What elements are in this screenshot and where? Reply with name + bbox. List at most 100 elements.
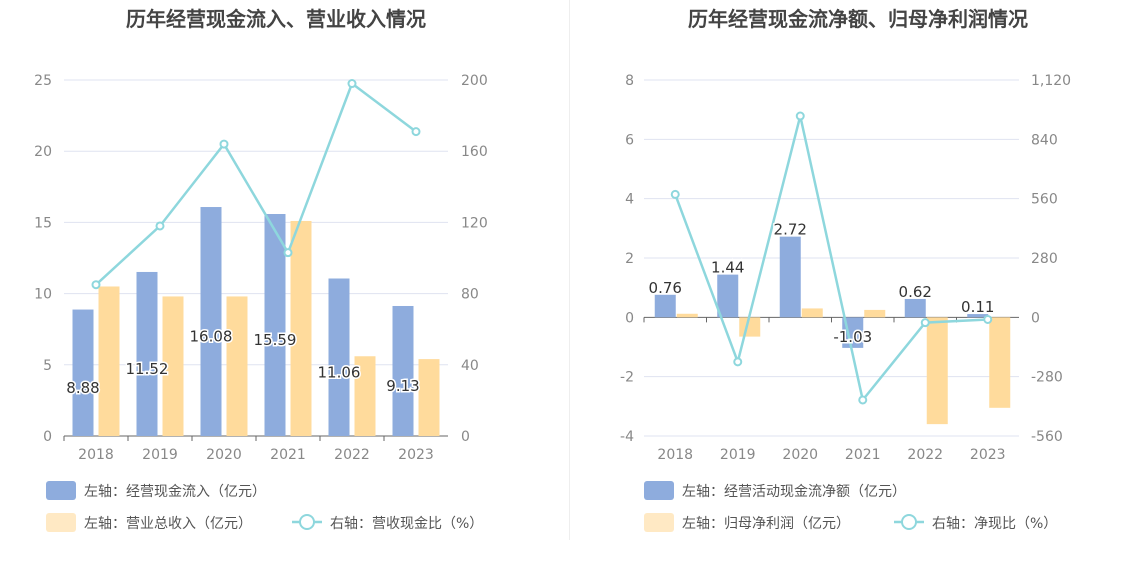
bar-value-label: 9.13 — [386, 377, 419, 395]
left-axis-tick-label: 20 — [34, 144, 52, 160]
bar-value-label: 0.62 — [899, 283, 932, 301]
right-axis-tick-label: 1,120 — [1031, 73, 1071, 89]
net-profit-bar — [926, 317, 948, 425]
right-axis-tick-label: 80 — [461, 287, 479, 303]
inflow-bar — [136, 271, 158, 436]
right-axis-tick-label: 200 — [461, 73, 488, 89]
x-axis-tick-label: 2021 — [270, 447, 306, 463]
revenue-bar — [418, 359, 440, 436]
right-axis-tick-label: 120 — [461, 215, 488, 231]
ratio-point — [219, 139, 229, 149]
x-axis-tick-label: 2020 — [206, 447, 242, 463]
revenue-bar — [354, 356, 376, 436]
x-axis-tick-label: 2018 — [78, 447, 114, 463]
chart-title: 历年经营现金流净额、归母净利润情况 — [688, 7, 1028, 31]
bar-value-label: 8.88 — [66, 379, 99, 397]
ratio-point — [983, 314, 993, 324]
bar-value-label: 0.11 — [961, 298, 994, 316]
legend-swatch-blue — [644, 481, 674, 500]
bar-value-label: 15.59 — [254, 331, 297, 349]
left-axis-tick-label: 2 — [625, 251, 634, 267]
net-profit-bar — [676, 313, 698, 318]
bar-value-label: 16.08 — [190, 328, 233, 346]
left-axis-tick-label: 8 — [625, 73, 634, 89]
revenue-bar — [290, 220, 312, 436]
x-axis-tick-label: 2023 — [398, 447, 434, 463]
legend-label: 左轴：经营现金流入（亿元） — [84, 484, 266, 500]
net-profit-bar — [801, 308, 823, 318]
ratio-point — [347, 79, 357, 89]
inflow-bar — [392, 305, 414, 436]
net-cashflow-bar — [717, 274, 739, 318]
left-axis-tick-label: 5 — [43, 358, 52, 374]
left-axis-tick-label: 6 — [625, 132, 634, 148]
bar-value-label: 1.44 — [711, 259, 744, 277]
ratio-line — [95, 81, 417, 286]
net-cashflow-bar — [904, 298, 926, 318]
revenue-bar — [226, 296, 248, 436]
revenue-bar — [98, 286, 120, 436]
bar-value-label: 11.52 — [126, 360, 169, 378]
x-axis-tick-label: 2019 — [720, 447, 756, 463]
left-axis-tick-label: 15 — [34, 215, 52, 231]
ratio-point — [670, 189, 680, 199]
x-axis-tick-label: 2023 — [970, 447, 1006, 463]
panel-divider — [569, 0, 570, 540]
right-axis-tick-label: 840 — [1031, 132, 1058, 148]
ratio-point — [411, 127, 421, 137]
net-profit-bar — [739, 317, 761, 337]
right-axis-tick-label: 280 — [1031, 251, 1058, 267]
net-cashflow-bar — [654, 294, 676, 318]
legend-swatch-orange — [46, 513, 76, 532]
inflow-bar — [72, 309, 94, 436]
left-axis-tick-label: 0 — [625, 310, 634, 326]
right-axis-tick-label: 0 — [1031, 310, 1040, 326]
right-axis-tick-label: 40 — [461, 358, 479, 374]
bar-value-label: 0.76 — [649, 279, 682, 297]
left-axis-tick-label: -4 — [620, 429, 634, 445]
x-axis-tick-label: 2022 — [334, 447, 370, 463]
right-axis-tick-label: 0 — [461, 429, 470, 445]
legend-swatch-blue — [46, 481, 76, 500]
ratio-point — [858, 395, 868, 405]
right-axis-tick-label: 560 — [1031, 192, 1058, 208]
inflow-bar — [264, 213, 286, 436]
left-axis-tick-label: 0 — [43, 429, 52, 445]
bar-value-label: -1.03 — [833, 328, 872, 346]
right-axis-tick-label: 160 — [461, 144, 488, 160]
ratio-point — [920, 318, 930, 328]
net-cashflow-bar — [967, 314, 989, 318]
left-axis-tick-label: 10 — [34, 287, 52, 303]
legend-label: 左轴：经营活动现金流净额（亿元） — [682, 484, 906, 500]
right-axis-tick-label: -560 — [1031, 429, 1063, 445]
legend-line-marker — [299, 514, 315, 530]
ratio-point — [91, 280, 101, 290]
x-axis-tick-label: 2022 — [907, 447, 943, 463]
left-axis-tick-label: -2 — [620, 370, 634, 386]
bar-value-label: 11.06 — [318, 363, 361, 381]
ratio-point — [155, 221, 165, 231]
chart-title: 历年经营现金流入、营业收入情况 — [126, 7, 426, 31]
right-axis-tick-label: -280 — [1031, 370, 1063, 386]
revenue-bar — [162, 296, 184, 436]
x-axis-tick-label: 2021 — [845, 447, 881, 463]
net-profit-bar — [989, 317, 1011, 408]
legend-label: 右轴：营收现金比（%） — [330, 516, 483, 532]
x-axis-tick-label: 2020 — [782, 447, 818, 463]
legend-label: 左轴：营业总收入（亿元） — [84, 516, 252, 532]
inflow-bar — [200, 207, 222, 436]
bar-value-label: 2.72 — [774, 221, 807, 239]
legend-label: 左轴：归母净利润（亿元） — [682, 515, 850, 532]
ratio-point — [283, 248, 293, 258]
inflow-bar — [328, 278, 350, 436]
legend-label: 右轴：净现比（%） — [932, 516, 1057, 532]
legend-swatch-orange — [644, 513, 674, 532]
net-cashflow-bar — [779, 236, 801, 318]
ratio-line — [674, 115, 988, 403]
x-axis-tick-label: 2019 — [142, 447, 178, 463]
left-axis-tick-label: 25 — [34, 73, 52, 89]
legend-line-marker — [901, 514, 917, 530]
net-profit-bar — [864, 309, 886, 318]
